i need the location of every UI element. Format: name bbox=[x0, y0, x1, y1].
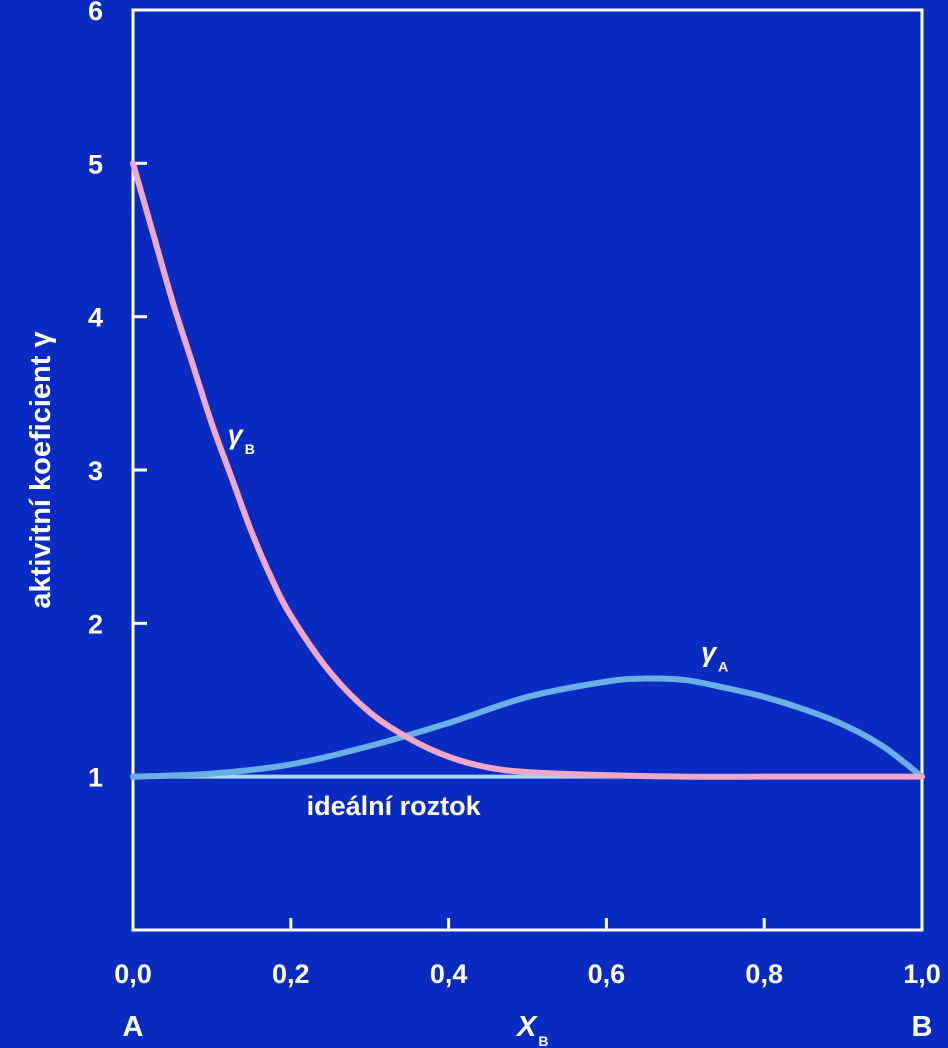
x-tick-label: 0,2 bbox=[272, 959, 310, 989]
x-tick-label: 0,0 bbox=[114, 959, 152, 989]
y-tick-label: 2 bbox=[88, 609, 103, 639]
x-tick-label: 0,6 bbox=[588, 959, 626, 989]
labels-layer: γ B γ A ideální roztok bbox=[228, 420, 729, 821]
y-tick-label: 5 bbox=[88, 149, 103, 179]
x-end-label-left: A bbox=[123, 1011, 144, 1043]
y-axis-label: aktivitní koeficient γ bbox=[25, 331, 57, 609]
ideal-solution-label: ideální roztok bbox=[307, 791, 482, 821]
x-tick-label: 0,4 bbox=[430, 959, 468, 989]
axes: 0,0 0,2 0,4 0,6 0,8 1,0 1 2 3 4 5 6 A B X B aktivitní ko… bbox=[25, 0, 941, 1048]
y-tick-label: 4 bbox=[88, 303, 103, 333]
y-tick-label: 1 bbox=[88, 763, 103, 793]
x-tick-label: 0,8 bbox=[745, 959, 783, 989]
y-tick-label: 3 bbox=[88, 456, 103, 486]
x-tick-label: 1,0 bbox=[903, 959, 941, 989]
gamma-b-curve bbox=[130, 160, 925, 780]
x-end-label-right: B bbox=[912, 1011, 933, 1043]
series-layer bbox=[130, 160, 925, 780]
plot-frame bbox=[131, 8, 924, 932]
gamma-a-curve bbox=[130, 675, 925, 780]
y-tick-label: 6 bbox=[88, 0, 103, 26]
